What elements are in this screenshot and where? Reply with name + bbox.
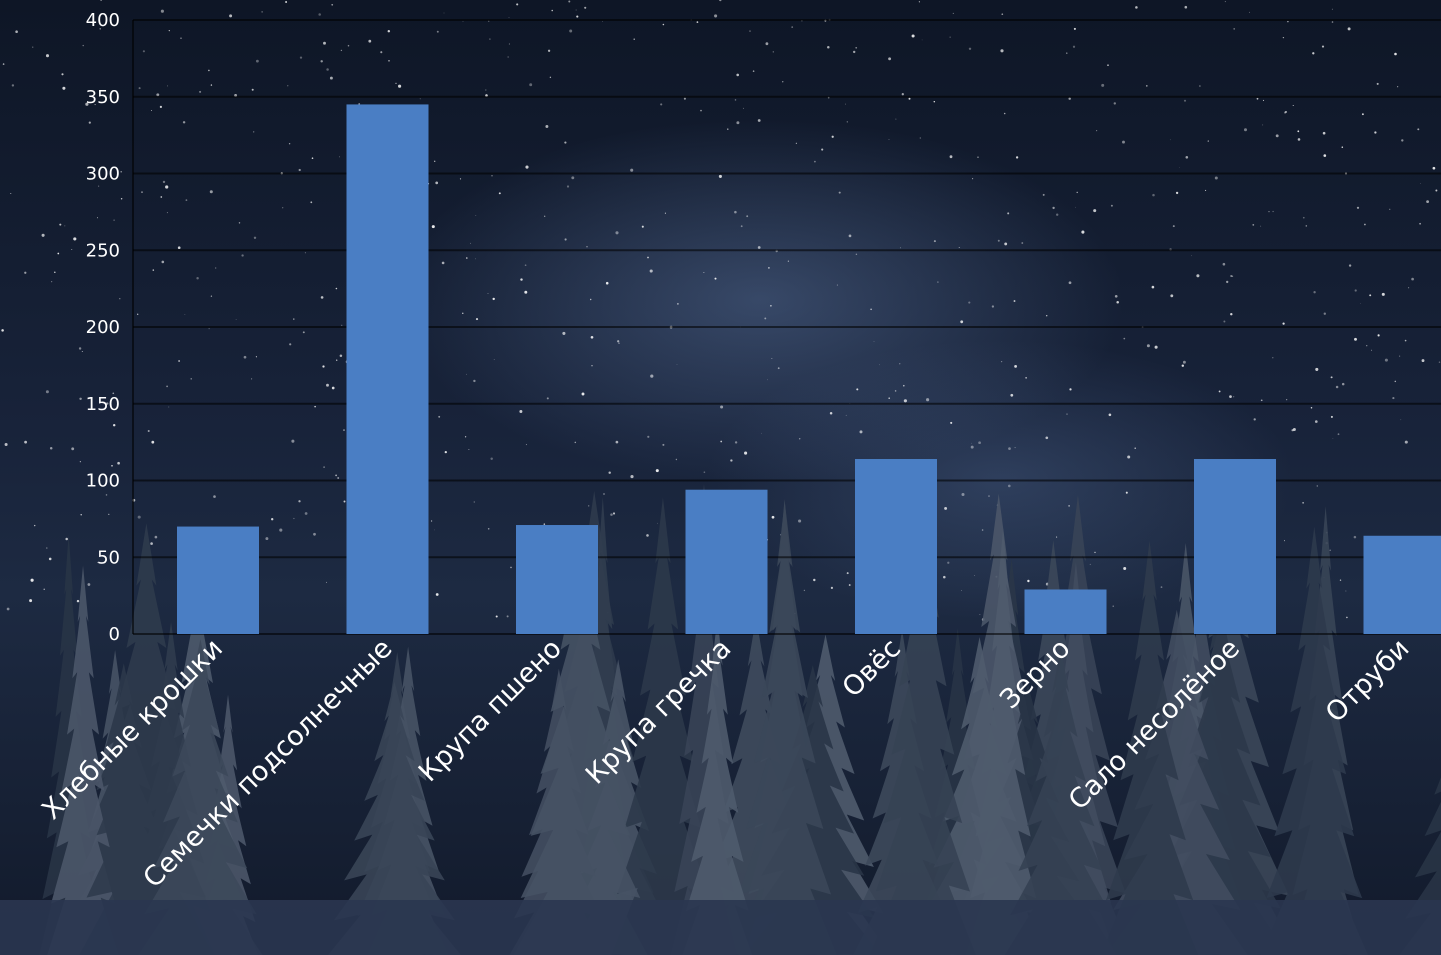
bar [1194, 459, 1276, 634]
bar [1363, 535, 1441, 634]
y-tick-label: 150 [86, 394, 120, 415]
bar [177, 526, 259, 634]
category-label: Хлебные крошки [36, 633, 229, 826]
y-tick-label: 200 [86, 317, 120, 338]
y-tick-label: 100 [86, 471, 120, 492]
y-tick-label: 300 [86, 164, 120, 185]
bar [855, 459, 937, 634]
bar [346, 104, 429, 635]
stars [1, 0, 1441, 622]
category-label: Сало несолёное [1063, 633, 1246, 816]
bars [177, 104, 1441, 635]
category-label: Крупа гречка [580, 633, 738, 791]
y-axis-tick-labels: 0 50 100 150 200 250 300 350 400 [86, 10, 120, 645]
category-label: Крупа пшено [413, 633, 568, 788]
y-tick-label: 50 [97, 547, 120, 568]
y-tick-label: 0 [109, 624, 120, 645]
category-label: Отруби [1320, 633, 1416, 729]
category-label: Зерно [994, 633, 1076, 715]
bar [1024, 589, 1107, 634]
y-tick-label: 250 [86, 240, 120, 261]
bar [516, 525, 598, 634]
forest-silhouette [39, 480, 1441, 955]
category-label: Овёс [837, 633, 907, 703]
y-tick-label: 350 [86, 87, 120, 108]
bar [685, 489, 768, 634]
y-tick-label: 400 [86, 10, 120, 31]
